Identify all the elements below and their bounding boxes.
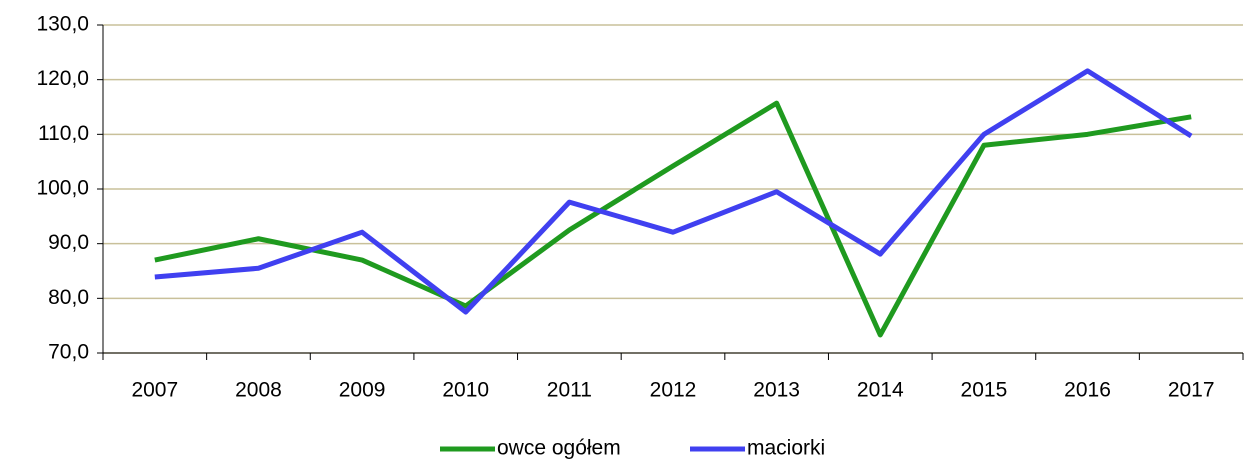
series-line xyxy=(154,100,1192,338)
x-tick-label: 2007 xyxy=(131,379,178,402)
y-tick-label: 70,0 xyxy=(48,341,89,364)
y-tick-label: 110,0 xyxy=(38,122,89,145)
y-tick-label: 120,0 xyxy=(36,67,89,90)
x-tick-label: 2011 xyxy=(547,379,592,402)
x-tick-label: 2016 xyxy=(1064,379,1111,402)
x-tick-label: 2009 xyxy=(339,379,386,402)
x-tick-label: 2008 xyxy=(235,379,282,402)
y-tick-label: 130,0 xyxy=(36,13,89,36)
y-tick-label: 90,0 xyxy=(48,231,89,254)
legend-label: owce ogółem xyxy=(497,437,621,460)
x-tick-label: 2017 xyxy=(1168,379,1215,402)
legend-label: maciorki xyxy=(747,437,825,460)
x-tick-label: 2013 xyxy=(753,379,800,402)
y-tick-label: 100,0 xyxy=(36,177,89,200)
y-tick-label: 80,0 xyxy=(48,286,89,309)
x-tick-label: 2012 xyxy=(650,379,697,402)
x-tick-label: 2014 xyxy=(857,379,904,402)
series-line xyxy=(154,68,1193,315)
x-tick-label: 2015 xyxy=(961,379,1008,402)
x-tick-label: 2010 xyxy=(442,379,489,402)
